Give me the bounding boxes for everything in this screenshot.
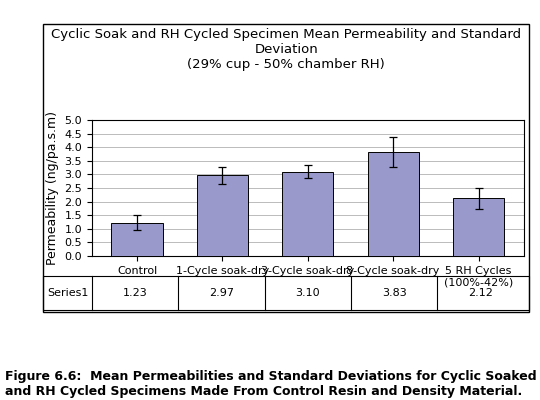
Bar (282, 172, 333, 256)
Text: Series1: Series1 (47, 288, 88, 298)
Text: Cyclic Soak and RH Cycled Specimen Mean Permeability and Standard
Deviation
(29%: Cyclic Soak and RH Cycled Specimen Mean … (51, 28, 521, 71)
Text: 3.83: 3.83 (382, 288, 407, 298)
Bar (111, 222, 163, 256)
Bar (197, 175, 248, 256)
Text: 3.10: 3.10 (295, 288, 320, 298)
Y-axis label: Permeability (ng/pa.s.m): Permeability (ng/pa.s.m) (46, 111, 59, 265)
Bar (453, 198, 504, 256)
Text: 2.12: 2.12 (468, 288, 493, 298)
Text: Figure 6.6:  Mean Permeabilities and Standard Deviations for Cyclic Soaked
and R: Figure 6.6: Mean Permeabilities and Stan… (5, 370, 537, 398)
Text: 1.23: 1.23 (123, 288, 147, 298)
Text: 2.97: 2.97 (209, 288, 234, 298)
Bar (368, 152, 419, 256)
